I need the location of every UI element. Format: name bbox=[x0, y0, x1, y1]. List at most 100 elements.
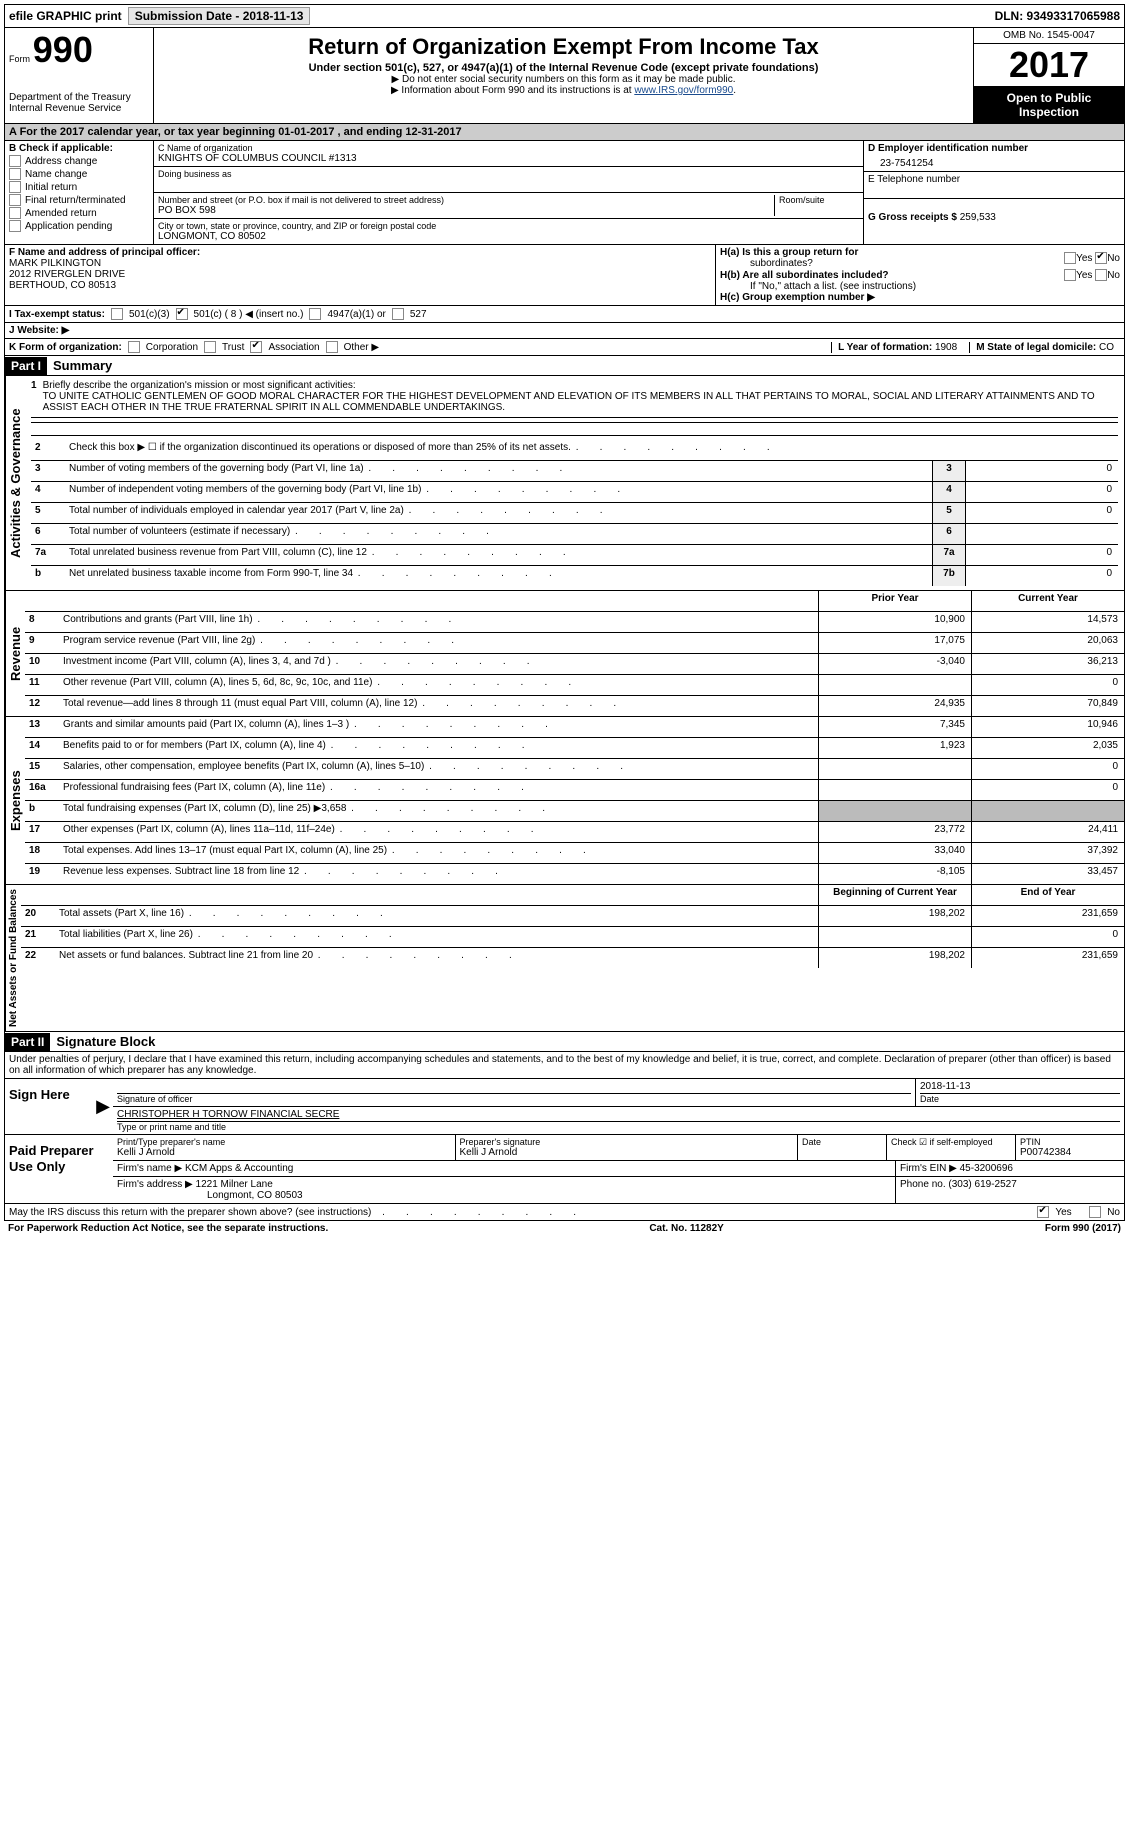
ptin: P00742384 bbox=[1020, 1147, 1120, 1158]
note-ssn: ▶ Do not enter social security numbers o… bbox=[162, 74, 965, 85]
chk-discuss-no[interactable] bbox=[1089, 1206, 1101, 1218]
chk-address-change[interactable]: Address change bbox=[9, 155, 149, 167]
col-c: C Name of organization KNIGHTS OF COLUMB… bbox=[154, 141, 863, 244]
net-row: 21Total liabilities (Part X, line 26)0 bbox=[21, 927, 1124, 948]
paid-preparer-label: Paid Preparer Use Only bbox=[5, 1135, 113, 1203]
city-cell: City or town, state or province, country… bbox=[154, 219, 863, 244]
dln: DLN: 93493317065988 bbox=[995, 9, 1120, 23]
rev-row: 9Program service revenue (Part VIII, lin… bbox=[25, 633, 1124, 654]
chk-amended[interactable]: Amended return bbox=[9, 207, 149, 219]
expenses-section: Expenses 13Grants and similar amounts pa… bbox=[4, 717, 1125, 885]
chk-corp[interactable] bbox=[128, 341, 140, 353]
gross-cell: G Gross receipts $ 259,533 bbox=[864, 199, 1124, 225]
exp-row: bTotal fundraising expenses (Part IX, co… bbox=[25, 801, 1124, 822]
gross-receipts: 259,533 bbox=[960, 212, 996, 223]
state-domicile: CO bbox=[1099, 342, 1114, 353]
gov-body: 1 Briefly describe the organization's mi… bbox=[25, 376, 1124, 590]
rev-row: 10Investment income (Part VIII, column (… bbox=[25, 654, 1124, 675]
governance-section: Activities & Governance 1 Briefly descri… bbox=[4, 376, 1125, 591]
chk-name-change[interactable]: Name change bbox=[9, 168, 149, 180]
form-label: Form bbox=[9, 54, 30, 64]
ein-cell: D Employer identification number 23-7541… bbox=[864, 141, 1124, 172]
exp-row: 16aProfessional fundraising fees (Part I… bbox=[25, 780, 1124, 801]
irs-link[interactable]: www.IRS.gov/form990 bbox=[634, 85, 733, 96]
gov-row: 7aTotal unrelated business revenue from … bbox=[31, 545, 1118, 566]
chk-4947[interactable] bbox=[309, 308, 321, 320]
open-to-public: Open to Public Inspection bbox=[974, 87, 1124, 123]
rev-row: 8Contributions and grants (Part VIII, li… bbox=[25, 612, 1124, 633]
chk-hb-yes[interactable] bbox=[1064, 269, 1076, 281]
chk-ha-yes[interactable] bbox=[1064, 252, 1076, 264]
firm-addr2: Longmont, CO 80503 bbox=[117, 1190, 303, 1201]
net-row: 22Net assets or fund balances. Subtract … bbox=[21, 948, 1124, 968]
footer-left: For Paperwork Reduction Act Notice, see … bbox=[8, 1223, 328, 1234]
chk-501c[interactable] bbox=[176, 308, 188, 320]
chk-501c3[interactable] bbox=[111, 308, 123, 320]
chk-527[interactable] bbox=[392, 308, 404, 320]
part-2-header: Part II Signature Block bbox=[4, 1032, 1125, 1052]
gov-row: 2Check this box ▶ ☐ if the organization … bbox=[31, 440, 1118, 461]
exp-row: 13Grants and similar amounts paid (Part … bbox=[25, 717, 1124, 738]
row-i: I Tax-exempt status: 501(c)(3) 501(c) ( … bbox=[4, 306, 1125, 323]
mission-text: TO UNITE CATHOLIC GENTLEMEN OF GOOD MORA… bbox=[43, 391, 1095, 413]
chk-ha-no[interactable] bbox=[1095, 252, 1107, 264]
perjury-text: Under penalties of perjury, I declare th… bbox=[4, 1052, 1125, 1079]
footer-mid: Cat. No. 11282Y bbox=[649, 1223, 723, 1234]
sign-arrow-icon: ▶ bbox=[93, 1079, 113, 1134]
preparer-name: Kelli J Arnold bbox=[117, 1147, 451, 1158]
gov-label: Activities & Governance bbox=[5, 376, 25, 590]
ein: 23-7541254 bbox=[868, 154, 1120, 169]
form-number: 990 bbox=[33, 29, 93, 70]
firm-addr1: 1221 Milner Lane bbox=[196, 1179, 273, 1190]
firm-phone: (303) 619-2527 bbox=[948, 1179, 1016, 1190]
firm-ein: 45-3200696 bbox=[960, 1163, 1013, 1174]
rev-header-row: Prior Year Current Year bbox=[25, 591, 1124, 612]
sign-here-section: Sign Here ▶ Signature of officer 2018-11… bbox=[4, 1079, 1125, 1135]
city: LONGMONT, CO 80502 bbox=[158, 231, 859, 242]
omb-number: OMB No. 1545-0047 bbox=[974, 28, 1124, 44]
efile-label: efile GRAPHIC print bbox=[9, 9, 122, 23]
exp-row: 19Revenue less expenses. Subtract line 1… bbox=[25, 864, 1124, 884]
discuss-row: May the IRS discuss this return with the… bbox=[4, 1204, 1125, 1221]
box-h: H(a) Is this a group return for subordin… bbox=[715, 245, 1124, 305]
exp-label: Expenses bbox=[5, 717, 25, 884]
year-formation: 1908 bbox=[935, 342, 957, 353]
net-row: 20Total assets (Part X, line 16)198,2022… bbox=[21, 906, 1124, 927]
chk-hb-no[interactable] bbox=[1095, 269, 1107, 281]
irs-label: Internal Revenue Service bbox=[9, 103, 149, 114]
sign-date: 2018-11-13 bbox=[920, 1081, 1120, 1094]
header-center: Return of Organization Exempt From Incom… bbox=[154, 28, 973, 123]
chk-final-return[interactable]: Final return/terminated bbox=[9, 194, 149, 206]
dba-cell: Doing business as bbox=[154, 167, 863, 193]
gov-row: 6Total number of volunteers (estimate if… bbox=[31, 524, 1118, 545]
preparer-sig: Kelli J Arnold bbox=[460, 1147, 794, 1158]
tax-year: 2017 bbox=[974, 44, 1124, 87]
chk-initial-return[interactable]: Initial return bbox=[9, 181, 149, 193]
net-label: Net Assets or Fund Balances bbox=[5, 885, 21, 1031]
officer-signature-name: CHRISTOPHER H TORNOW FINANCIAL SECRE bbox=[117, 1109, 1120, 1122]
chk-application-pending[interactable]: Application pending bbox=[9, 220, 149, 232]
form-subtitle: Under section 501(c), 527, or 4947(a)(1)… bbox=[162, 62, 965, 74]
org-name: KNIGHTS OF COLUMBUS COUNCIL #1313 bbox=[158, 153, 859, 164]
chk-discuss-yes[interactable] bbox=[1037, 1206, 1049, 1218]
section-a-year: A For the 2017 calendar year, or tax yea… bbox=[4, 124, 1125, 141]
block-fh: F Name and address of principal officer:… bbox=[4, 245, 1125, 306]
box-f: F Name and address of principal officer:… bbox=[5, 245, 715, 305]
footer-right: Form 990 (2017) bbox=[1045, 1223, 1121, 1234]
rev-row: 11Other revenue (Part VIII, column (A), … bbox=[25, 675, 1124, 696]
gov-row: bNet unrelated business taxable income f… bbox=[31, 566, 1118, 586]
exp-row: 18Total expenses. Add lines 13–17 (must … bbox=[25, 843, 1124, 864]
chk-assoc[interactable] bbox=[250, 341, 262, 353]
header-left: Form 990 Department of the Treasury Inte… bbox=[5, 28, 154, 123]
exp-row: 17Other expenses (Part IX, column (A), l… bbox=[25, 822, 1124, 843]
top-bar: efile GRAPHIC print Submission Date - 20… bbox=[4, 4, 1125, 28]
gov-row: 5Total number of individuals employed in… bbox=[31, 503, 1118, 524]
row-k: K Form of organization: Corporation Trus… bbox=[4, 339, 1125, 356]
net-assets-section: Net Assets or Fund Balances Beginning of… bbox=[4, 885, 1125, 1032]
form-title: Return of Organization Exempt From Incom… bbox=[162, 34, 965, 60]
gov-row: 4Number of independent voting members of… bbox=[31, 482, 1118, 503]
chk-other[interactable] bbox=[326, 341, 338, 353]
col-b: B Check if applicable: Address change Na… bbox=[5, 141, 154, 244]
chk-trust[interactable] bbox=[204, 341, 216, 353]
officer-name: MARK PILKINGTON bbox=[9, 258, 711, 269]
